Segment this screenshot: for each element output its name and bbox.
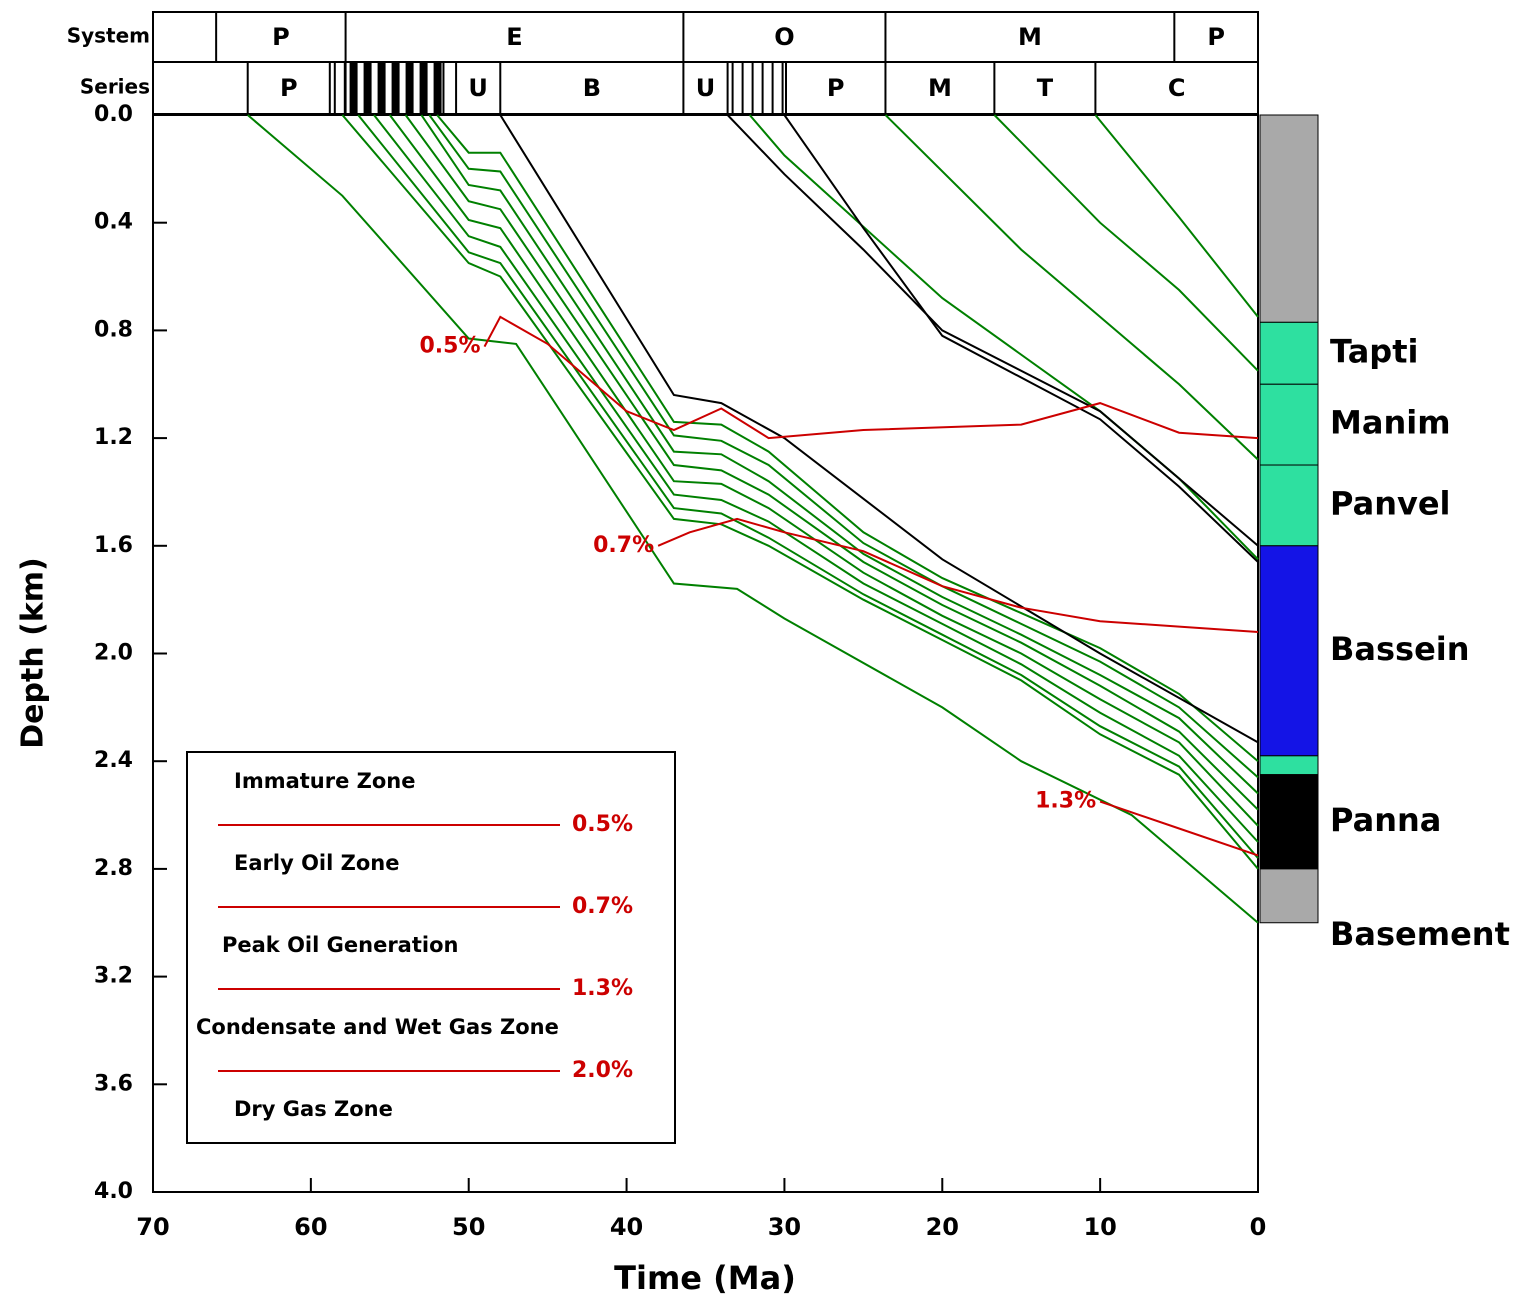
y-tick-label: 0.0	[94, 102, 133, 127]
legend-level: 0.5%	[572, 812, 633, 837]
lithology-layer	[1259, 464, 1319, 547]
timescale-unit-label: U	[468, 74, 488, 102]
lithology-layer	[1259, 545, 1319, 757]
burial-line	[357, 114, 1259, 859]
burial-line	[436, 114, 1259, 762]
timescale-hatch	[333, 62, 336, 114]
timescale-hatch	[771, 62, 774, 114]
lithology-layer	[1259, 321, 1319, 385]
formation-label: Tapti	[1330, 332, 1418, 370]
timescale-unit-label: M	[1018, 23, 1042, 51]
legend-zone: Condensate and Wet Gas Zone	[196, 1015, 559, 1039]
timescale-unit-label: T	[1037, 74, 1054, 102]
timescale-hatch	[433, 62, 442, 114]
legend-zone: Early Oil Zone	[234, 851, 399, 875]
timescale-hatch	[405, 62, 414, 114]
y-tick-label: 0.8	[94, 317, 133, 342]
timescale-hatch	[731, 62, 734, 114]
timescale-hatch	[377, 62, 386, 114]
timescale-unit-label: B	[583, 74, 601, 102]
x-tick-label: 40	[610, 1213, 643, 1241]
lithology-layer	[1259, 755, 1319, 776]
burial-line	[748, 114, 1259, 560]
burial-line	[657, 517, 1259, 633]
x-tick-label: 20	[926, 1213, 959, 1241]
timescale-unit-label: U	[696, 74, 716, 102]
burial-line	[993, 114, 1259, 372]
burial-line	[373, 114, 1259, 843]
formation-label: Panna	[1330, 801, 1441, 839]
lithology-layer	[1259, 383, 1319, 466]
timescale-hatch	[349, 62, 358, 114]
y-tick-label: 2.4	[94, 748, 133, 773]
lithology-layer	[1259, 868, 1319, 924]
legend-level: 1.3%	[572, 976, 633, 1001]
timescale-unit-label: P	[272, 23, 290, 51]
timescale-hatch	[419, 62, 428, 114]
burial-line	[420, 114, 1259, 795]
y-tick-label: 3.2	[94, 964, 133, 989]
y-tick-label: 1.6	[94, 533, 133, 558]
formation-label: Panvel	[1330, 484, 1451, 522]
y-axis-label: Depth (km)	[16, 557, 51, 749]
burial-line	[499, 114, 1259, 744]
legend-zone: Dry Gas Zone	[234, 1097, 393, 1121]
timescale-hatch	[741, 62, 744, 114]
formation-label: Bassein	[1330, 630, 1470, 668]
timescale-unit-label: P	[827, 74, 845, 102]
isoline-label: 1.3%	[1035, 789, 1096, 814]
isoline-label: 0.7%	[593, 533, 654, 558]
timescale-hatch	[781, 62, 784, 114]
x-tick-label: 0	[1250, 1213, 1267, 1241]
y-tick-label: 0.4	[94, 210, 133, 235]
x-tick-label: 10	[1083, 1213, 1116, 1241]
burial-line	[726, 114, 1259, 547]
y-tick-label: 2.0	[94, 641, 133, 666]
legend-level: 2.0%	[572, 1058, 633, 1083]
burial-line	[1099, 800, 1259, 857]
y-tick-label: 2.8	[94, 856, 133, 881]
timescale-hatch	[761, 62, 764, 114]
x-tick-label: 70	[136, 1213, 169, 1241]
burial-line	[483, 315, 1259, 440]
timescale-unit-label: P	[280, 74, 298, 102]
formation-label: Manim	[1330, 404, 1451, 442]
x-axis-label: Time (Ma)	[614, 1259, 796, 1297]
burial-line	[247, 114, 1259, 924]
isoline-label: 0.5%	[419, 334, 480, 359]
x-tick-label: 60	[294, 1213, 327, 1241]
x-tick-label: 50	[452, 1213, 485, 1241]
burial-line	[783, 114, 1259, 563]
burial-line	[341, 114, 1259, 870]
timescale-unit-label: P	[1207, 23, 1225, 51]
y-tick-label: 4.0	[94, 1179, 133, 1204]
timescale-row-label: System	[67, 24, 150, 48]
timescale-hatch	[391, 62, 400, 114]
timescale-row-label: Series	[80, 75, 150, 99]
timescale-row	[152, 11, 1259, 63]
timescale-unit-label: M	[928, 74, 952, 102]
timescale-unit-label: C	[1168, 74, 1186, 102]
y-tick-label: 3.6	[94, 1071, 133, 1096]
burial-line	[428, 114, 1259, 779]
burial-line	[404, 114, 1259, 811]
legend-zone: Peak Oil Generation	[222, 933, 458, 957]
legend-zone: Immature Zone	[234, 769, 416, 793]
legend-level: 0.7%	[572, 894, 633, 919]
lithology-layer	[1259, 774, 1319, 870]
formation-label: Basement	[1330, 915, 1510, 953]
legend-box	[186, 751, 676, 1144]
timescale-unit-label: O	[774, 23, 794, 51]
x-tick-label: 30	[768, 1213, 801, 1241]
burial-line	[884, 114, 1259, 461]
timescale-unit-label: E	[506, 23, 522, 51]
timescale-hatch	[363, 62, 372, 114]
burial-line	[1094, 114, 1259, 318]
timescale-hatch	[751, 62, 754, 114]
y-tick-label: 1.2	[94, 425, 133, 450]
lithology-layer	[1259, 114, 1319, 323]
